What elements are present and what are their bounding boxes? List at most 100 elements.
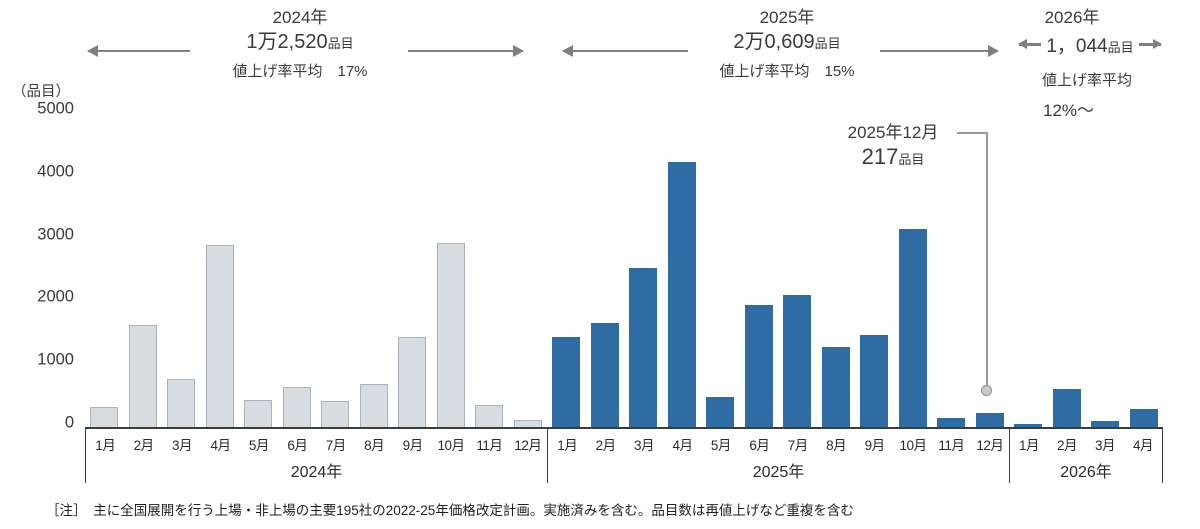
- month-label: 4月: [210, 438, 231, 453]
- bar-2024年-6月: [282, 387, 311, 427]
- bar-slot: [162, 113, 201, 427]
- bar-2026年-2月: [1052, 388, 1081, 427]
- month-label: 3月: [634, 438, 655, 453]
- bar-2026年-3月: [1091, 421, 1120, 427]
- x-group-2024年: 1月 2月 3月 4月 5月 6月 7月 8月 9月 10月 11月 12月 2024年: [85, 429, 547, 483]
- callout-dec-2025: 2025年12月 217品目: [828, 123, 958, 173]
- bar-2025年-10月: [898, 229, 927, 427]
- bar-2024年-4月: [205, 244, 234, 427]
- callout-leader-vertical: [986, 132, 988, 386]
- callout-leader-horizontal: [957, 132, 987, 134]
- bar-2025年-9月: [860, 335, 889, 427]
- month-label: 4月: [1132, 438, 1154, 453]
- header-2025: 2025年 2万0,609品目 値上げ率平均 15%: [692, 8, 882, 82]
- header-2024-total: 1万2,520品目: [205, 30, 395, 56]
- bar-slot: [278, 113, 317, 427]
- bar-slot: [393, 113, 432, 427]
- bar-slot: [316, 113, 355, 427]
- bar-2024年-10月: [436, 243, 465, 427]
- bar-2026年-1月: [1014, 424, 1043, 427]
- callout-marker-icon: [981, 385, 992, 396]
- bar-2025年-12月: [975, 413, 1004, 427]
- y-axis-unit-label: （品目）: [12, 84, 70, 100]
- bar-2024年-8月: [359, 384, 388, 427]
- header-2025-rate: 値上げ率平均 15%: [719, 63, 855, 80]
- month-label: 8月: [364, 438, 385, 453]
- month-label: 1月: [95, 438, 116, 453]
- bar-slot: [778, 113, 817, 427]
- bar-slot: [817, 113, 856, 427]
- bar-2025年-1月: [552, 337, 581, 427]
- bar-slot: [239, 113, 278, 427]
- header-2026-total-number: 1，044: [1046, 36, 1108, 57]
- month-label: 7月: [325, 438, 347, 453]
- month-label: 2月: [595, 438, 617, 453]
- header-2026-rate-label: 値上げ率平均: [1042, 72, 1133, 89]
- month-label-row: 1月 2月 3月 4月 5月 6月 7月 8月 9月 10月 11月 12月: [86, 429, 547, 454]
- bar-slot: [932, 113, 971, 427]
- month-label: 9月: [864, 438, 886, 453]
- header-2025-year: 2025年: [759, 8, 815, 27]
- arrow-left-2024-icon: [87, 45, 190, 58]
- bar-2025年-2月: [590, 323, 619, 427]
- bar-2025年-11月: [937, 418, 966, 427]
- month-label: 6月: [287, 438, 308, 453]
- month-label-row: 1月 2月 3月 4月: [1010, 429, 1162, 454]
- x-group-2025年: 1月 2月 3月 4月 5月 6月 7月 8月 9月 10月 11月 12月 2025年: [547, 429, 1009, 483]
- bar-2026年-4月: [1129, 408, 1158, 427]
- header-2024: 2024年 1万2,520品目 値上げ率平均 17%: [205, 8, 395, 82]
- bar-2024年-9月: [398, 337, 427, 427]
- month-label: 2月: [1056, 438, 1078, 453]
- bar-2025年-6月: [744, 304, 773, 427]
- header-2026: 2026年 1，044品目 値上げ率平均 12%～: [1012, 8, 1168, 121]
- year-label: 2024年: [290, 464, 343, 481]
- month-label: 7月: [787, 438, 809, 453]
- footnote: ［注］ 主に全国展開を行う上場・非上場の主要195社の2022-25年価格改定計…: [46, 503, 854, 518]
- bar-2024年-2月: [128, 325, 157, 427]
- bar-slot: [740, 113, 779, 427]
- bar-slot: [432, 113, 471, 427]
- month-label: 9月: [402, 438, 424, 453]
- header-2026-total: 1，044品目: [1046, 31, 1133, 58]
- month-label: 3月: [172, 438, 193, 453]
- header-2026-total-unit: 品目: [1107, 40, 1134, 55]
- header-2025-total-number: 2万0,609: [733, 31, 815, 53]
- month-label: 10月: [899, 438, 927, 453]
- header-2024-total-number: 1万2,520: [246, 31, 328, 53]
- y-tick-label: 4000: [37, 162, 74, 181]
- header-2024-year: 2024年: [272, 8, 328, 27]
- bar-2025年-7月: [783, 294, 812, 427]
- header-2026-year: 2026年: [1044, 8, 1100, 27]
- bar-slot: [1086, 113, 1125, 427]
- month-label: 10月: [437, 438, 465, 453]
- header-2026-total-row: 1，044品目: [1012, 31, 1168, 58]
- bar-group-2024年: [85, 113, 547, 427]
- month-label: 12月: [976, 438, 1004, 453]
- bar-slot: [509, 113, 548, 427]
- header-2026-rate-value: 12%～: [1043, 101, 1095, 120]
- bar-slot: [894, 113, 933, 427]
- x-axis-labels: 1月 2月 3月 4月 5月 6月 7月 8月 9月 10月 11月 12月 2024年 1月 2月 3月 4月…: [85, 429, 1163, 483]
- arrow-right-2025-icon: [880, 45, 999, 58]
- bar-group-2025年: [547, 113, 1009, 427]
- bar-slot: [1125, 113, 1164, 427]
- bar-slot: [624, 113, 663, 427]
- month-label: 6月: [749, 438, 770, 453]
- arrow-right-2024-icon: [408, 45, 524, 58]
- bar-slot: [1009, 113, 1048, 427]
- bar-2025年-4月: [667, 161, 696, 427]
- bar-group-2026年: [1009, 113, 1163, 427]
- bar-2024年-3月: [167, 378, 196, 427]
- month-label: 5月: [248, 438, 270, 453]
- bar-slot: [85, 113, 124, 427]
- bar-slot: [355, 113, 394, 427]
- bar-2025年-8月: [821, 347, 850, 427]
- y-tick-label: 0: [64, 413, 74, 432]
- plot-area: [85, 113, 1163, 429]
- callout-label: 2025年12月: [847, 123, 939, 142]
- bar-2024年-12月: [513, 420, 542, 427]
- callout-value-number: 217: [861, 144, 899, 169]
- y-tick-label: 2000: [37, 287, 74, 306]
- month-label: 11月: [938, 438, 965, 453]
